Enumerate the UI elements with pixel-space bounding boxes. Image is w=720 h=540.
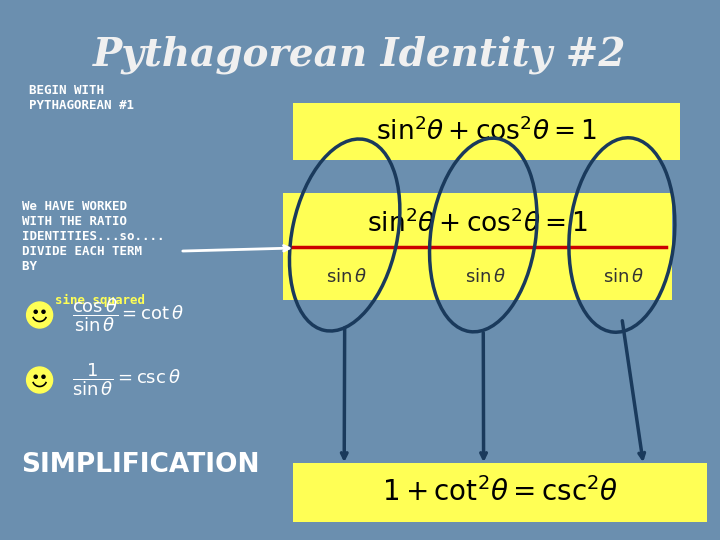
FancyBboxPatch shape: [293, 103, 680, 160]
Circle shape: [27, 367, 53, 393]
Text: $\sin\theta$: $\sin\theta$: [464, 268, 506, 286]
FancyBboxPatch shape: [293, 463, 707, 522]
Text: $1 + \cot^2\!\theta = \csc^2\!\theta$: $1 + \cot^2\!\theta = \csc^2\!\theta$: [382, 477, 618, 508]
Text: Pythagorean Identity #2: Pythagorean Identity #2: [94, 35, 626, 73]
Text: $\dfrac{1}{\sin\theta} = \csc\theta$: $\dfrac{1}{\sin\theta} = \csc\theta$: [72, 362, 181, 399]
Text: $\dfrac{\cos\theta}{\sin\theta} = \cot\theta$: $\dfrac{\cos\theta}{\sin\theta} = \cot\t…: [72, 296, 184, 334]
Text: BEGIN WITH
PYTHAGOREAN #1: BEGIN WITH PYTHAGOREAN #1: [29, 84, 134, 112]
FancyBboxPatch shape: [283, 193, 672, 300]
Circle shape: [34, 310, 37, 313]
Circle shape: [27, 302, 53, 328]
Text: $\sin\theta$: $\sin\theta$: [603, 268, 644, 286]
Text: $\sin^2\!\theta + \cos^2\!\theta = 1$: $\sin^2\!\theta + \cos^2\!\theta = 1$: [376, 117, 597, 146]
Text: $\sin\theta$: $\sin\theta$: [326, 268, 367, 286]
Circle shape: [42, 375, 45, 379]
Circle shape: [42, 310, 45, 313]
Circle shape: [34, 375, 37, 379]
Text: We HAVE WORKED
WITH THE RATIO
IDENTITIES...so....
DIVIDE EACH TERM
BY: We HAVE WORKED WITH THE RATIO IDENTITIES…: [22, 200, 164, 273]
Text: $\sin^2\!\theta + \cos^2\!\theta = 1$: $\sin^2\!\theta + \cos^2\!\theta = 1$: [367, 210, 588, 238]
Text: sine squared: sine squared: [55, 294, 145, 307]
Text: SIMPLIFICATION: SIMPLIFICATION: [22, 452, 260, 478]
